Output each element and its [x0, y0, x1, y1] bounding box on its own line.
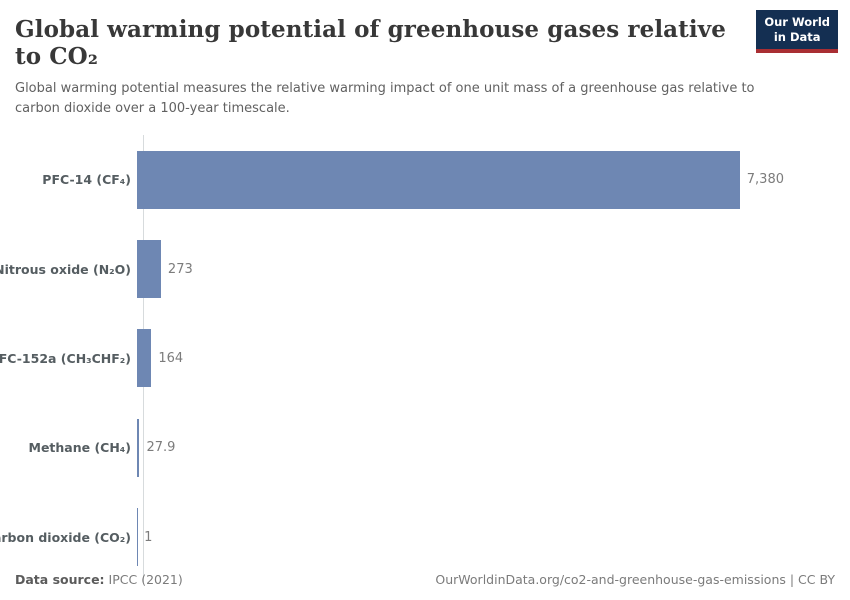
- plot-area: 7,380: [137, 135, 784, 224]
- bar: [137, 329, 152, 388]
- category-label: PFC-14 (CF₄): [42, 172, 131, 188]
- bar: [137, 418, 140, 477]
- plot-area: 273: [137, 224, 784, 313]
- value-label: 164: [158, 350, 184, 366]
- owid-logo-line2: in Data: [773, 29, 821, 44]
- bar-chart: PFC-14 (CF₄) 7,380 Nitrous oxide (N₂O) 2…: [0, 135, 835, 582]
- plot-area: 27.9: [137, 403, 784, 492]
- owid-logo: Our World in Data: [756, 10, 838, 53]
- bar-row: HFC-152a (CH₃CHF₂) 164: [0, 314, 835, 403]
- bar-row: Methane (CH₄) 27.9: [15, 403, 835, 492]
- owid-logo-line1: Our World: [764, 15, 830, 29]
- value-label: 1: [144, 529, 153, 545]
- data-source-value: IPCC (2021): [104, 572, 183, 587]
- bar-row: Carbon dioxide (CO₂) 1: [0, 493, 835, 582]
- bar-rows: PFC-14 (CF₄) 7,380 Nitrous oxide (N₂O) 2…: [0, 135, 835, 582]
- value-label: 27.9: [146, 440, 176, 456]
- chart-subtitle: Global warming potential measures the re…: [15, 81, 755, 116]
- category-label: Methane (CH₄): [28, 440, 132, 456]
- chart-title: Global warming potential of greenhouse g…: [15, 16, 726, 70]
- bar: [137, 150, 740, 209]
- category-label: HFC-152a (CH₃CHF₂): [0, 350, 131, 366]
- bar-row: Nitrous oxide (N₂O) 273: [0, 224, 835, 313]
- value-label: 273: [167, 261, 193, 277]
- header: Global warming potential of greenhouse g…: [0, 10, 850, 118]
- value-label: 7,380: [746, 172, 784, 188]
- bar-row: PFC-14 (CF₄) 7,380: [15, 135, 835, 224]
- plot-area: 164: [137, 314, 784, 403]
- plot-area: 1: [137, 493, 784, 582]
- category-label: Nitrous oxide (N₂O): [0, 261, 131, 277]
- data-source: Data source: IPCC (2021): [15, 572, 183, 587]
- data-source-label: Data source:: [15, 572, 105, 587]
- attribution: OurWorldinData.org/co2-and-greenhouse-ga…: [435, 572, 835, 587]
- category-label: Carbon dioxide (CO₂): [0, 529, 131, 545]
- bar: [137, 240, 161, 299]
- footer: Data source: IPCC (2021) OurWorldinData.…: [0, 572, 850, 587]
